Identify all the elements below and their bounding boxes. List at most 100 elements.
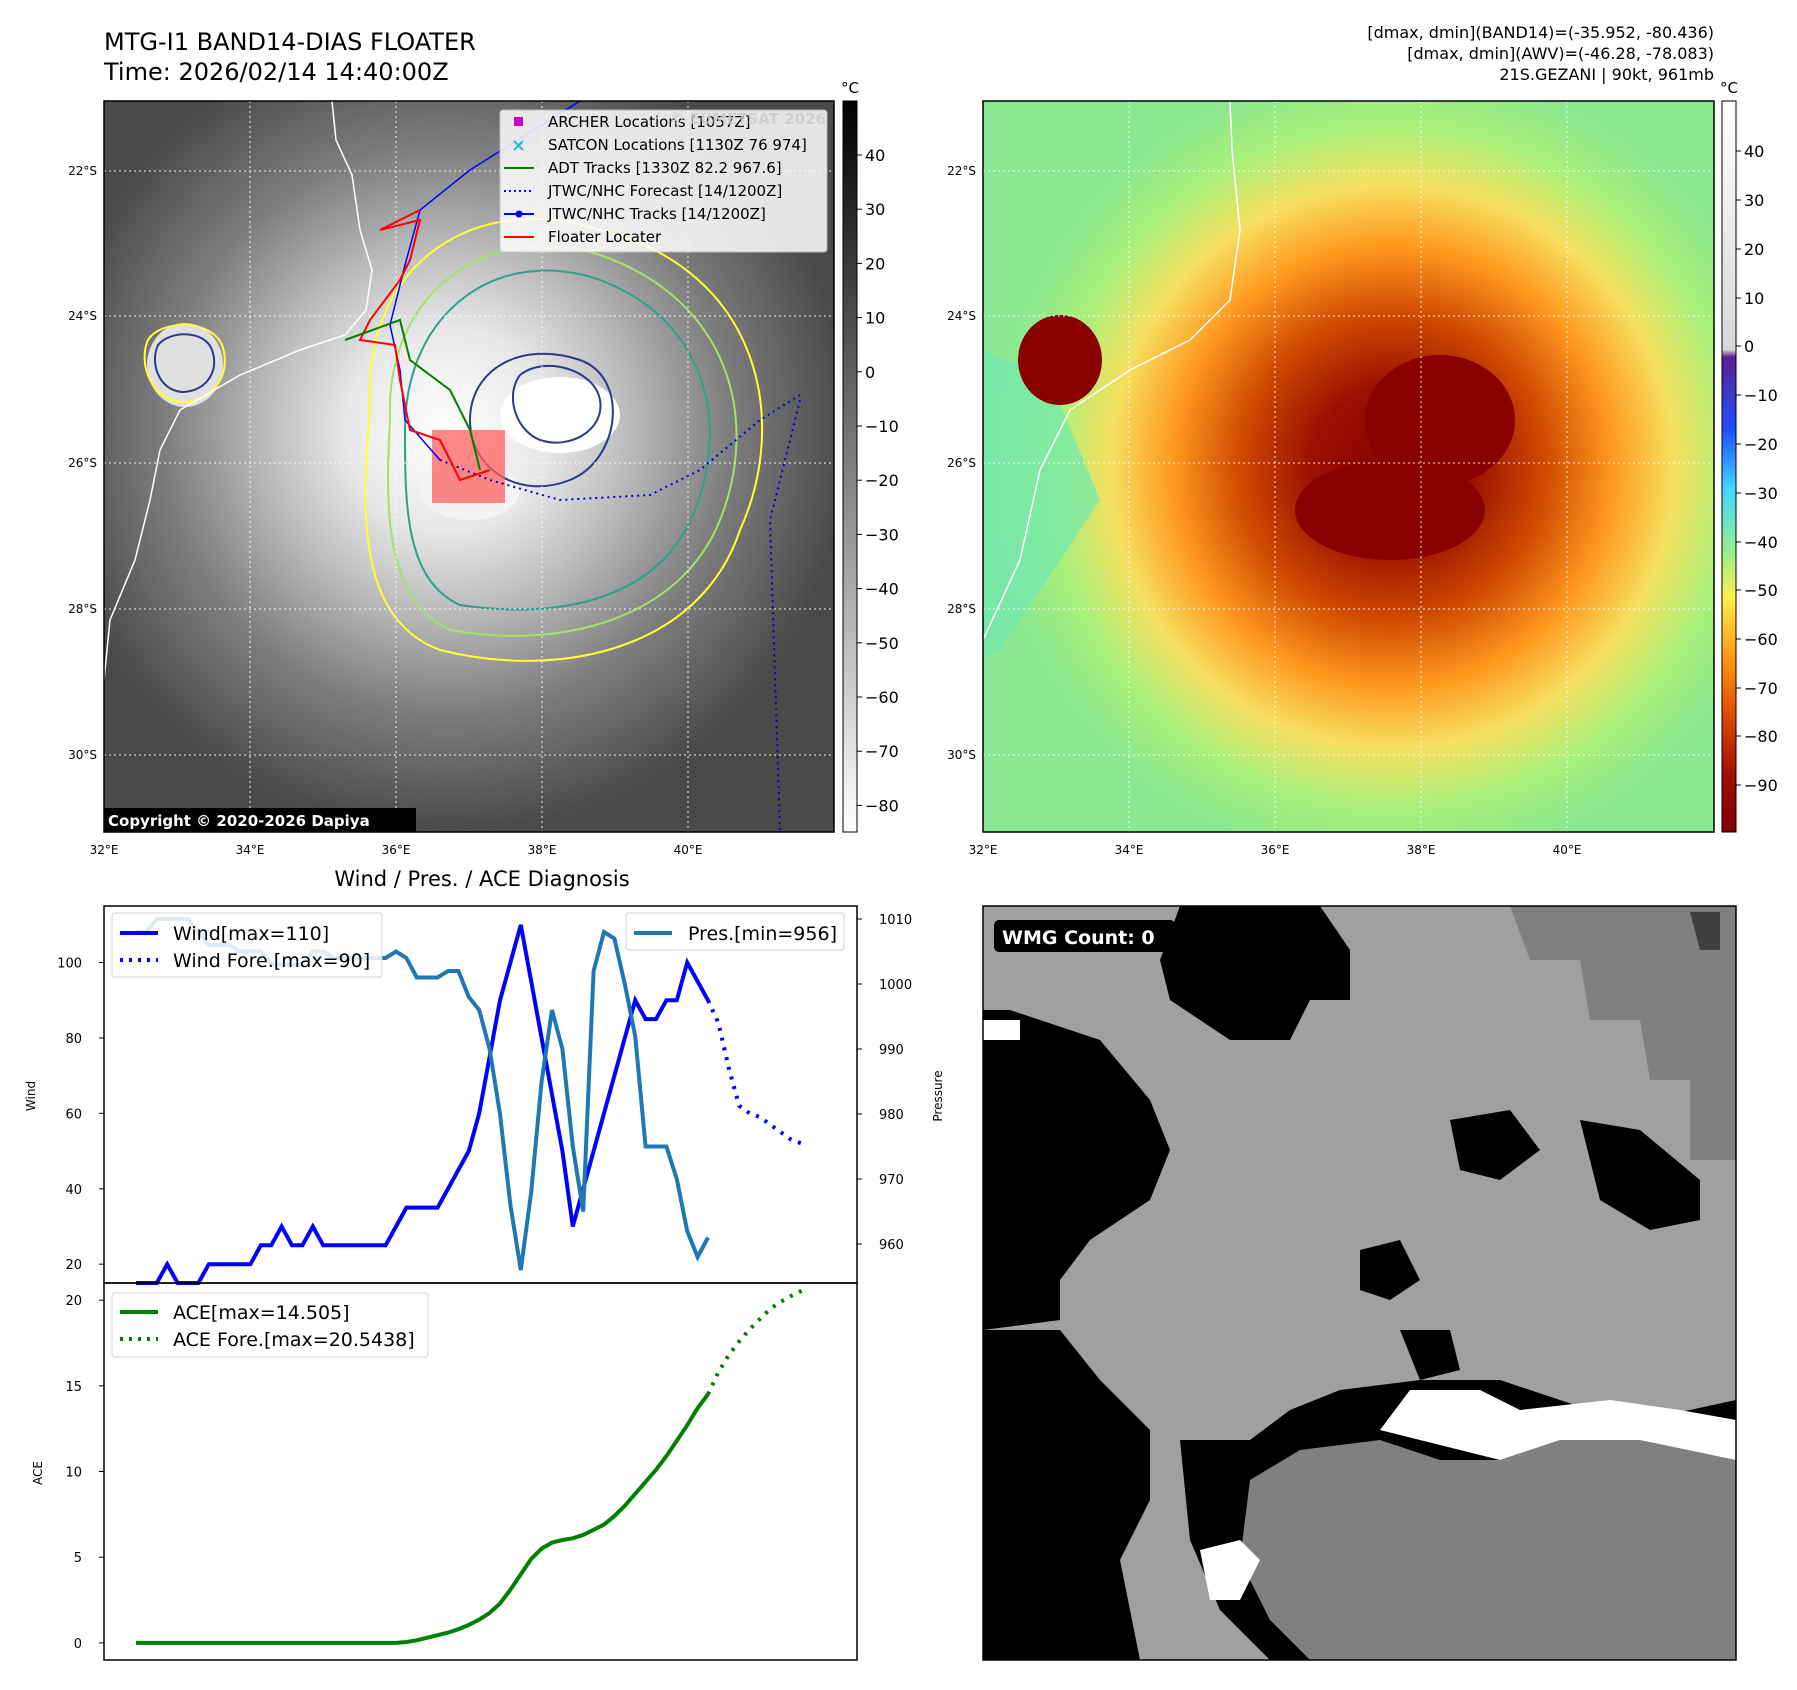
- svg-text:24°S: 24°S: [68, 309, 97, 323]
- svg-text:34°E: 34°E: [1115, 843, 1144, 857]
- map-legend: ARCHER Locations [1057Z] SATCON Locations…: [499, 109, 828, 253]
- pressure-tick-label: 990: [879, 1043, 904, 1058]
- colorbar-tick-label: −10: [1744, 386, 1778, 405]
- colorbar-tick-label: −30: [1744, 484, 1778, 503]
- svg-text:28°S: 28°S: [947, 602, 976, 616]
- svg-text:22°S: 22°S: [68, 164, 97, 178]
- colorbar-tick-label: −40: [1744, 533, 1778, 552]
- ir-colorbar-ticks: 40 30 20 10 0 −10 −20 −30 −40 −50 −60 −70 −80: [857, 146, 899, 815]
- svg-text:24°S: 24°S: [947, 309, 976, 323]
- colorbar-tick-label: −60: [865, 688, 899, 707]
- eumetsat-watermark: © EUMETSAT 2026: [669, 110, 826, 128]
- awv-colorbar-ticks: 40 30 20 10 0 −10 −20 −30 −40 −50 −60 −70 −80 −90: [1736, 142, 1778, 795]
- stats-awv: [dmax, dmin](AWV)=(-46.28, -78.083): [1407, 44, 1714, 63]
- svg-text:38°E: 38°E: [528, 843, 557, 857]
- legend-label: SATCON Locations [1130Z 76 974]: [548, 136, 807, 154]
- colorbar-tick-label: −70: [865, 742, 899, 761]
- legend-marker: [515, 210, 523, 218]
- ir-lon-labels: 32°E 34°E 36°E 38°E 40°E: [90, 843, 703, 857]
- awv-colorbar: [1721, 100, 1737, 833]
- colorbar-tick-label: −80: [1744, 727, 1778, 746]
- colorbar-tick-label: −60: [1744, 630, 1778, 649]
- figure-title: MTG-I1 BAND14-DIAS FLOATER: [104, 28, 476, 56]
- svg-text:38°E: 38°E: [1407, 843, 1436, 857]
- svg-text:34°E: 34°E: [236, 843, 265, 857]
- legend-entry: JTWC/NHC Forecast [14/1200Z]: [504, 182, 782, 200]
- colorbar-tick-label: 40: [1744, 142, 1764, 161]
- series-line: [706, 999, 803, 1146]
- svg-text:30°S: 30°S: [947, 748, 976, 762]
- ir-lat-labels: 22°S 24°S 26°S 28°S 30°S: [68, 164, 97, 762]
- ir-map-frame: [103, 100, 835, 833]
- colorbar-tick-label: 30: [1744, 191, 1764, 210]
- legend-label: Floater Locater: [548, 228, 662, 246]
- colorbar-tick-label: −70: [1744, 679, 1778, 698]
- wmg-count-label: WMG Count: 0: [1002, 927, 1155, 949]
- colorbar-tick-label: −10: [865, 417, 899, 436]
- colorbar-tick-label: 20: [865, 254, 885, 273]
- stats-band14: [dmax, dmin](BAND14)=(-35.952, -80.436): [1367, 23, 1714, 42]
- figure-time: Time: 2026/02/14 14:40:00Z: [103, 58, 449, 86]
- pressure-tick-label: 1010: [879, 913, 912, 928]
- colorbar-tick-label: −20: [1744, 435, 1778, 454]
- svg-text:26°S: 26°S: [68, 456, 97, 470]
- pressure-tick-label: 970: [879, 1173, 904, 1188]
- ace-tick-label: 10: [65, 1466, 82, 1481]
- wind-tick-label: 40: [65, 1183, 82, 1198]
- svg-text:36°E: 36°E: [382, 843, 411, 857]
- colorbar-tick-label: 10: [865, 309, 885, 328]
- legend-entry: JTWC/NHC Tracks [14/1200Z]: [504, 205, 766, 223]
- legend-marker: [513, 140, 524, 151]
- ace-tick-label: 5: [74, 1551, 82, 1566]
- copyright-box: [104, 808, 416, 832]
- wind-legend: Wind[max=110] Wind Fore.[max=90]: [111, 912, 383, 978]
- ace-chart: 0 5 10 15 20 ACE[max=14.505] ACE Fore.[max=20.…: [65, 1289, 803, 1652]
- svg-text:40°E: 40°E: [674, 843, 703, 857]
- colorbar-tick-label: 20: [1744, 240, 1764, 259]
- series-line: [136, 1393, 710, 1645]
- wmg-count-box: [994, 920, 1175, 952]
- svg-text:36°E: 36°E: [1261, 843, 1290, 857]
- storm-summary: 21S.GEZANI | 90kt, 961mb: [1499, 65, 1714, 84]
- pressure-tick-label: 960: [879, 1238, 904, 1253]
- svg-text:32°E: 32°E: [90, 843, 119, 857]
- pressure-tick-label: 1000: [879, 978, 912, 993]
- wind-tick-label: 60: [65, 1107, 82, 1122]
- ace-tick-label: 20: [65, 1294, 82, 1309]
- legend-entry: ADT Tracks [1330Z 82.2 967.6]: [504, 159, 782, 177]
- awv-lat-labels: 22°S 24°S 26°S 28°S 30°S: [947, 164, 976, 762]
- legend-label: ARCHER Locations [1057Z]: [548, 113, 751, 131]
- ace-tick-label: 15: [65, 1380, 82, 1395]
- legend-entry: Floater Locater: [504, 228, 662, 246]
- colorbar-tick-label: 0: [865, 363, 875, 382]
- legend-label: Wind Fore.[max=90]: [173, 950, 370, 972]
- pressure-axis-label: Pressure: [931, 1070, 945, 1121]
- colorbar-tick-label: −40: [865, 580, 899, 599]
- awv-map-frame: [982, 100, 1715, 833]
- legend-label: Pres.[min=956]: [688, 923, 837, 945]
- legend-label: ADT Tracks [1330Z 82.2 967.6]: [548, 159, 782, 177]
- legend-label: JTWC/NHC Tracks [14/1200Z]: [547, 205, 766, 223]
- ace-legend: ACE[max=14.505] ACE Fore.[max=20.5438]: [111, 1292, 429, 1358]
- colorbar-tick-label: 0: [1744, 337, 1754, 356]
- legend-marker: [514, 117, 523, 126]
- colorbar-tick-label: 10: [1744, 289, 1764, 308]
- wind-pressure-chart: 20 40 60 80 100 960 970 980 990 1000 1010 Wind[max=…: [57, 912, 912, 1285]
- wmg-frame: [982, 905, 1737, 1661]
- copyright-text: Copyright © 2020-2026 Dapiya: [108, 812, 370, 830]
- colorbar-tick-label: −90: [1744, 776, 1778, 795]
- pressure-legend: Pres.[min=956]: [625, 912, 845, 951]
- legend-label: JTWC/NHC Forecast [14/1200Z]: [547, 182, 782, 200]
- ace-axis-label: ACE: [31, 1461, 45, 1485]
- colorbar-tick-label: −50: [865, 634, 899, 653]
- wind-tick-label: 20: [65, 1258, 82, 1273]
- svg-text:30°S: 30°S: [68, 748, 97, 762]
- wind-tick-label: 80: [65, 1032, 82, 1047]
- awv-lon-labels: 32°E 34°E 36°E 38°E 40°E: [969, 843, 1582, 857]
- svg-text:28°S: 28°S: [68, 602, 97, 616]
- diagnosis-title: Wind / Pres. / ACE Diagnosis: [334, 867, 629, 891]
- legend-label: ACE Fore.[max=20.5438]: [173, 1329, 415, 1351]
- awv-map-panel: [983, 101, 1714, 832]
- wind-axis-label: Wind: [24, 1081, 38, 1111]
